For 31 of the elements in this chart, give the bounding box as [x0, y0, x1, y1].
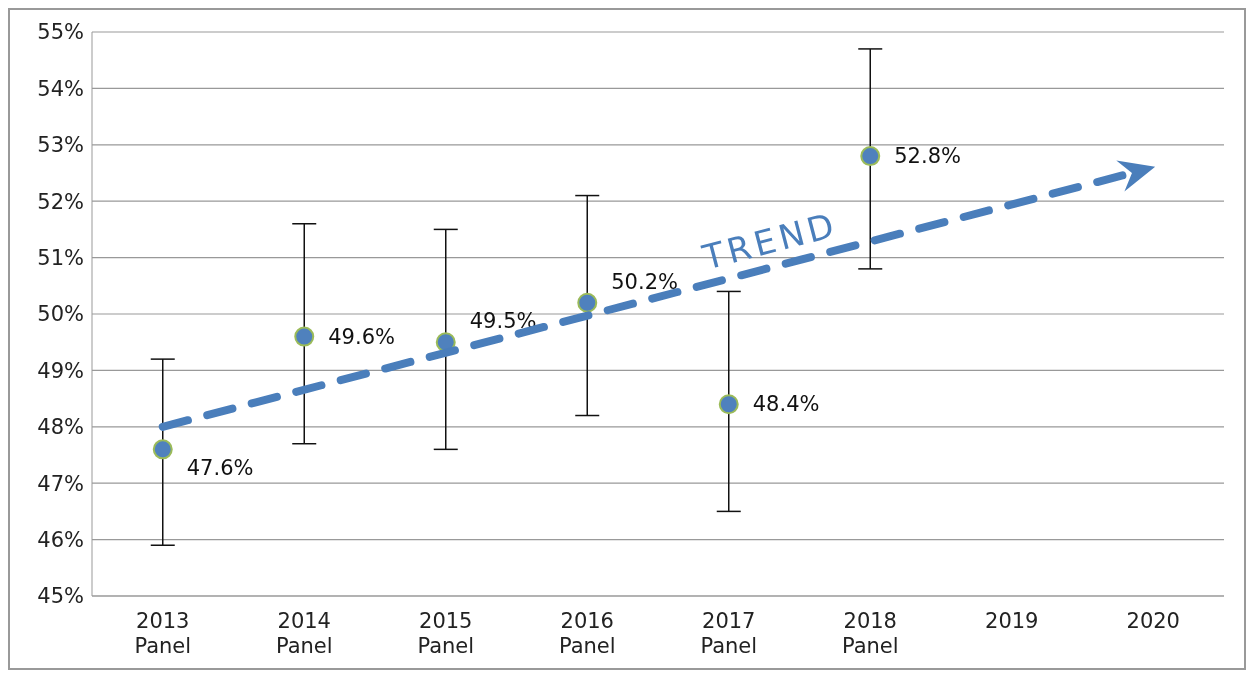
point — [860, 146, 881, 167]
x-tick-label: 2014 Panel — [275, 609, 333, 658]
y-tick-label: 46% — [37, 528, 84, 553]
point — [577, 292, 598, 313]
y-tick-label: 55% — [37, 20, 84, 45]
y-tick-label: 54% — [37, 76, 84, 101]
data-label: 47.6% — [186, 456, 254, 481]
y-tick-label: 52% — [37, 189, 84, 214]
annotation: TREND — [697, 204, 842, 278]
y-tick-label: 48% — [37, 415, 84, 440]
x-tick-label: 2015 Panel — [417, 609, 475, 658]
data-label: 50.2% — [611, 269, 678, 294]
x-tick-label: 2016 Panel — [558, 609, 616, 658]
y-tick-label: 45% — [37, 584, 84, 609]
point — [152, 439, 173, 460]
data-label: 49.5% — [469, 309, 537, 334]
y-tick-label: 49% — [37, 358, 84, 383]
y-tick-label: 51% — [37, 246, 84, 271]
x-tick-label: 2019 — [985, 609, 1039, 633]
data-label: 52.8% — [894, 144, 961, 169]
x-tick-label: 2020 — [1126, 609, 1180, 633]
x-tick-label: 2017 Panel — [700, 609, 758, 658]
data-label: 48.4% — [752, 392, 820, 417]
y-tick-label: 50% — [37, 302, 84, 327]
y-tick-label: 47% — [37, 471, 84, 496]
data-label: 49.6% — [328, 324, 395, 349]
point — [718, 394, 739, 415]
y-tick-label: 53% — [37, 133, 84, 158]
x-tick-label: 2013 Panel — [134, 609, 192, 658]
x-tick-label: 2018 Panel — [841, 609, 899, 658]
point — [294, 326, 315, 347]
